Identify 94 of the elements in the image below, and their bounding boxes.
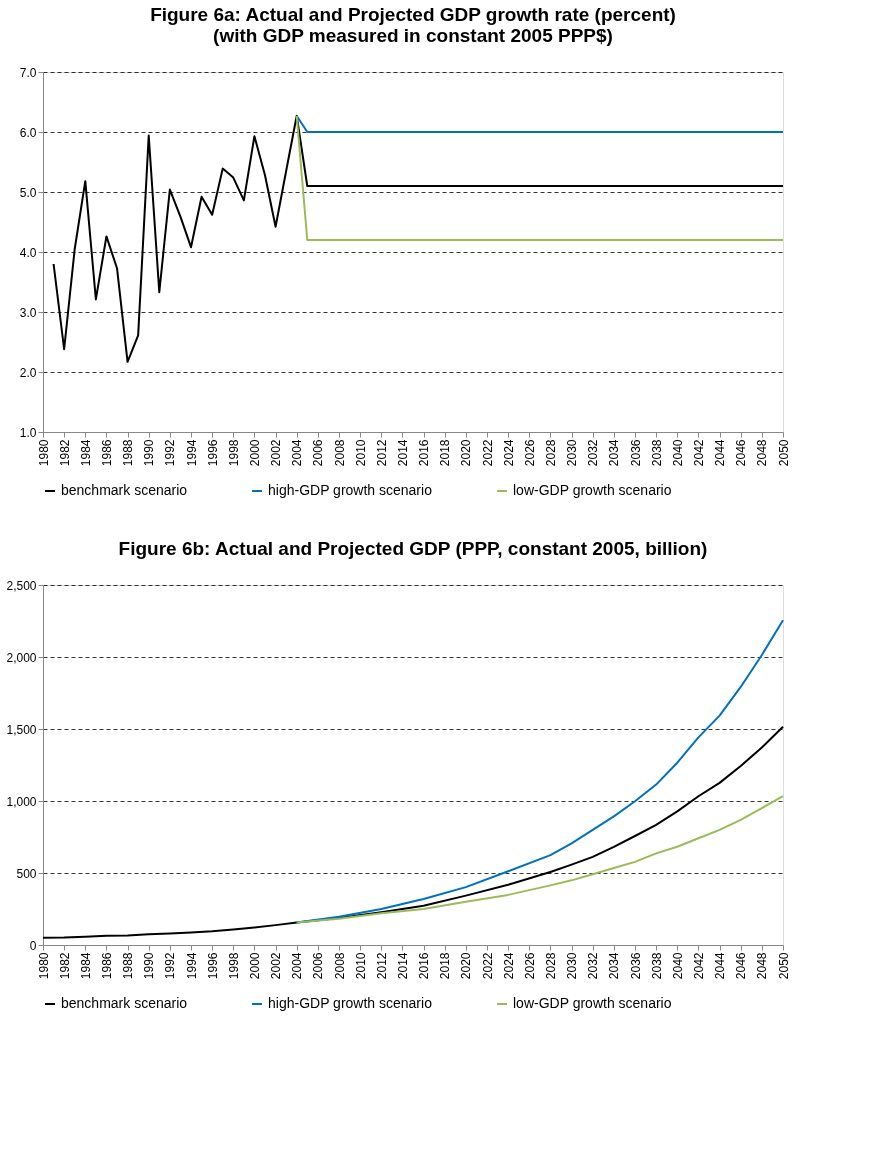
x-tick-label: 2016	[417, 952, 432, 980]
x-tick-label: 1992	[163, 952, 178, 980]
x-tick-label: 2000	[247, 439, 262, 467]
x-tick-label: 2004	[290, 952, 305, 980]
x-tick-label: 2006	[311, 952, 326, 980]
x-tick-label: 1990	[142, 952, 157, 980]
x-tick-label: 2044	[713, 439, 728, 467]
y-tick-label: 0	[29, 938, 37, 953]
x-tick-label: 2026	[522, 952, 537, 980]
x-tick-label: 2040	[670, 952, 685, 980]
y-tick-label: 1,500	[6, 722, 37, 737]
x-tick-label: 2048	[755, 439, 770, 467]
x-tick-label: 1984	[78, 952, 93, 980]
y-tick-label: 5.0	[19, 185, 37, 200]
legend-label: benchmark scenario	[61, 482, 188, 498]
x-tick-label: 1998	[226, 952, 241, 980]
y-tick-label: 2,000	[6, 650, 37, 665]
x-tick-label: 2040	[670, 439, 685, 467]
x-tick-label: 2020	[459, 439, 474, 467]
x-tick-label: 1990	[142, 439, 157, 467]
x-tick-label: 1992	[163, 439, 178, 467]
x-tick-label: 1996	[205, 439, 220, 467]
x-tick-label: 1994	[184, 439, 199, 467]
y-tick-label: 2.0	[19, 365, 37, 380]
x-tick-label: 2008	[332, 439, 347, 467]
x-tick-label: 2036	[628, 952, 643, 980]
x-tick-label: 2010	[353, 439, 368, 467]
x-tick-label: 2030	[565, 952, 580, 980]
legend-label: low-GDP growth scenario	[513, 482, 672, 498]
chart-title: Figure 6b: Actual and Projected GDP (PPP, constant 2005, billion)	[118, 538, 708, 559]
line-series	[295, 795, 784, 924]
x-tick-label: 2024	[501, 439, 516, 467]
y-tick-label: 6.0	[19, 125, 37, 140]
x-tick-label: 2050	[776, 952, 791, 980]
x-tick-label: 2034	[607, 952, 622, 980]
x-tick-label: 2018	[438, 439, 453, 467]
x-tick-label: 2022	[480, 952, 495, 980]
x-tick-label: 2028	[543, 439, 558, 467]
x-tick-label: 1982	[57, 439, 72, 467]
x-tick-label: 1980	[36, 952, 51, 980]
x-tick-label: 2012	[374, 439, 389, 467]
x-tick-label: 1982	[57, 952, 72, 980]
x-tick-label: 2008	[332, 952, 347, 980]
x-tick-label: 2044	[713, 952, 728, 980]
x-tick-label: 2002	[269, 952, 284, 980]
x-tick-label: 1984	[78, 439, 93, 467]
legend-label: low-GDP growth scenario	[513, 995, 672, 1011]
x-tick-label: 1986	[99, 439, 114, 467]
legend-label: benchmark scenario	[61, 995, 188, 1011]
x-tick-label: 2014	[395, 439, 410, 467]
y-tick-label: 1,000	[6, 794, 37, 809]
x-tick-label: 2004	[290, 439, 305, 467]
x-tick-label: 2012	[374, 952, 389, 980]
x-tick-label: 2026	[522, 439, 537, 467]
x-tick-label: 2046	[734, 952, 749, 980]
x-tick-label: 2022	[480, 439, 495, 467]
y-tick-label: 7.0	[19, 65, 37, 80]
y-tick-label: 4.0	[19, 245, 37, 260]
x-tick-label: 2046	[734, 439, 749, 467]
x-tick-label: 2016	[417, 439, 432, 467]
x-tick-label: 1998	[226, 439, 241, 467]
x-tick-label: 2042	[691, 952, 706, 980]
x-tick-label: 1988	[121, 952, 136, 980]
x-tick-label: 2036	[628, 439, 643, 467]
x-tick-label: 2032	[586, 439, 601, 467]
x-tick-label: 1994	[184, 952, 199, 980]
x-tick-label: 1988	[121, 439, 136, 467]
x-tick-label: 1996	[205, 952, 220, 980]
x-tick-label: 2028	[543, 952, 558, 980]
x-tick-label: 2018	[438, 952, 453, 980]
legend-label: high-GDP growth scenario	[268, 995, 433, 1011]
chart-title: Figure 6a: Actual and Projected GDP growth rate (percent) (with GDP measured in constant 2005 PPP$)	[150, 4, 676, 46]
x-tick-label: 2006	[311, 439, 326, 467]
y-tick-label: 500	[16, 866, 37, 881]
x-tick-label: 2002	[269, 439, 284, 467]
x-tick-label: 2042	[691, 439, 706, 467]
x-tick-label: 2034	[607, 439, 622, 467]
y-tick-label: 3.0	[19, 305, 37, 320]
x-tick-label: 2000	[247, 952, 262, 980]
x-tick-label: 2038	[649, 439, 664, 467]
x-tick-label: 1980	[36, 439, 51, 467]
x-tick-label: 2030	[565, 439, 580, 467]
x-tick-label: 2050	[776, 439, 791, 467]
x-tick-label: 1986	[99, 952, 114, 980]
x-tick-label: 2010	[353, 952, 368, 980]
legend-label: high-GDP growth scenario	[268, 482, 433, 498]
x-tick-label: 2014	[395, 952, 410, 980]
x-tick-label: 2020	[459, 952, 474, 980]
x-tick-label: 2024	[501, 952, 516, 980]
y-tick-label: 2,500	[6, 578, 37, 593]
x-tick-label: 2032	[586, 952, 601, 980]
x-tick-label: 2048	[755, 952, 770, 980]
x-tick-label: 2038	[649, 952, 664, 980]
y-tick-label: 1.0	[19, 425, 37, 440]
